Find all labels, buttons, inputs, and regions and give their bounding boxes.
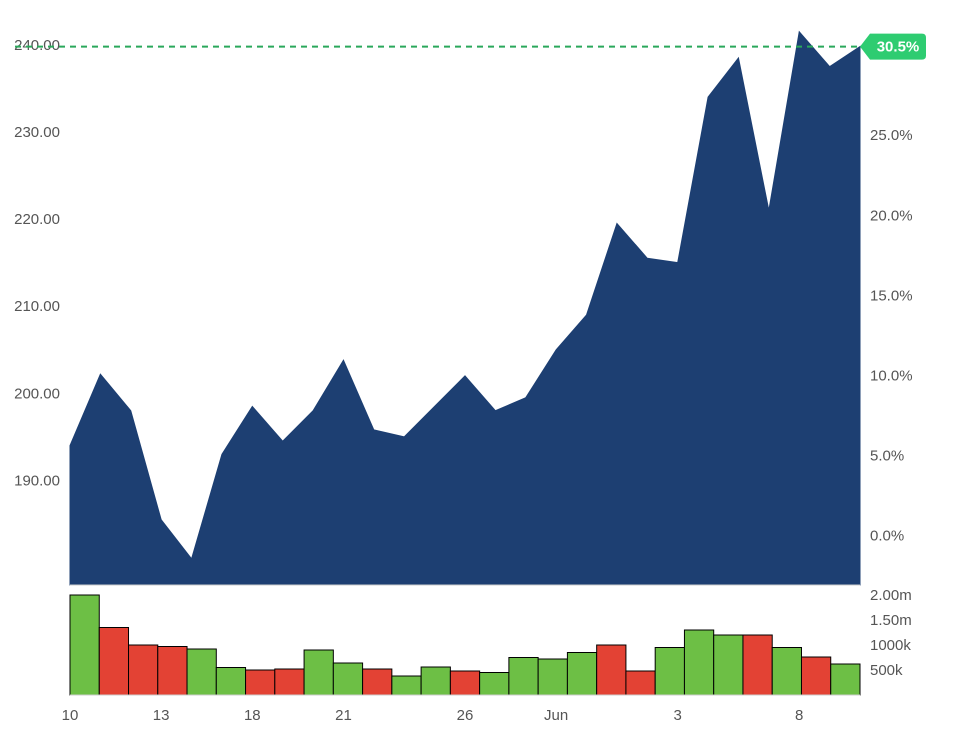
volume-bar: [304, 650, 333, 695]
pct-y-tick-label: 20.0%: [870, 207, 913, 224]
pct-y-tick-label: 15.0%: [870, 287, 913, 304]
pct-y-tick-label: 5.0%: [870, 447, 904, 464]
volume-bar: [392, 676, 421, 695]
x-axis-tick-label: 26: [457, 707, 474, 724]
volume-y-tick-label: 2.00m: [870, 587, 912, 604]
volume-bar: [363, 669, 392, 695]
volume-bar: [509, 658, 538, 696]
volume-bar: [450, 671, 479, 695]
pct-badge-text: 30.5%: [877, 39, 920, 56]
volume-y-tick-label: 1.50m: [870, 612, 912, 629]
x-axis-tick-label: 10: [62, 707, 79, 724]
x-axis-tick-label: 3: [674, 707, 682, 724]
volume-bar: [158, 647, 187, 696]
price-y-tick-label: 200.00: [14, 385, 60, 402]
x-axis-tick-label: Jun: [544, 707, 568, 724]
volume-y-tick-label: 500k: [870, 662, 903, 679]
volume-bar: [772, 648, 801, 696]
volume-bar: [421, 667, 450, 695]
pct-y-tick-label: 25.0%: [870, 127, 913, 144]
price-y-tick-label: 210.00: [14, 298, 60, 315]
volume-bar: [597, 645, 626, 695]
x-axis-tick-label: 21: [335, 707, 352, 724]
price-y-tick-label: 220.00: [14, 211, 60, 228]
x-axis-tick-label: 18: [244, 707, 261, 724]
pct-badge: 30.5%: [860, 34, 926, 60]
volume-bar: [216, 668, 245, 696]
volume-bar: [129, 645, 158, 695]
volume-bar: [684, 630, 713, 695]
x-axis-tick-label: 13: [153, 707, 170, 724]
volume-bar: [99, 628, 128, 696]
pct-y-tick-label: 10.0%: [870, 367, 913, 384]
volume-bar: [246, 670, 275, 695]
volume-y-tick-label: 1000k: [870, 637, 911, 654]
volume-bar: [655, 648, 684, 696]
price-y-tick-label: 190.00: [14, 472, 60, 489]
volume-bar: [743, 635, 772, 695]
price-y-tick-label: 230.00: [14, 124, 60, 141]
price-y-tick-label: 240.00: [14, 37, 60, 54]
volume-bar: [187, 649, 216, 695]
chart-svg: 190.00 200.00 210.00 220.00 230.00 240.00 0.0%…: [0, 0, 960, 756]
volume-bar: [626, 671, 655, 695]
pct-y-tick-label: 0.0%: [870, 527, 904, 544]
volume-bar: [275, 669, 304, 695]
volume-bar: [333, 663, 362, 695]
stock-chart: 190.00 200.00 210.00 220.00 230.00 240.00 0.0%…: [0, 0, 960, 756]
volume-bar: [567, 653, 596, 696]
volume-bar: [480, 673, 509, 696]
volume-bar: [801, 657, 830, 695]
volume-bar: [538, 659, 567, 695]
x-axis-tick-label: 8: [795, 707, 803, 724]
volume-bar: [70, 595, 99, 695]
volume-bar: [831, 664, 860, 695]
volume-bar: [714, 635, 743, 695]
